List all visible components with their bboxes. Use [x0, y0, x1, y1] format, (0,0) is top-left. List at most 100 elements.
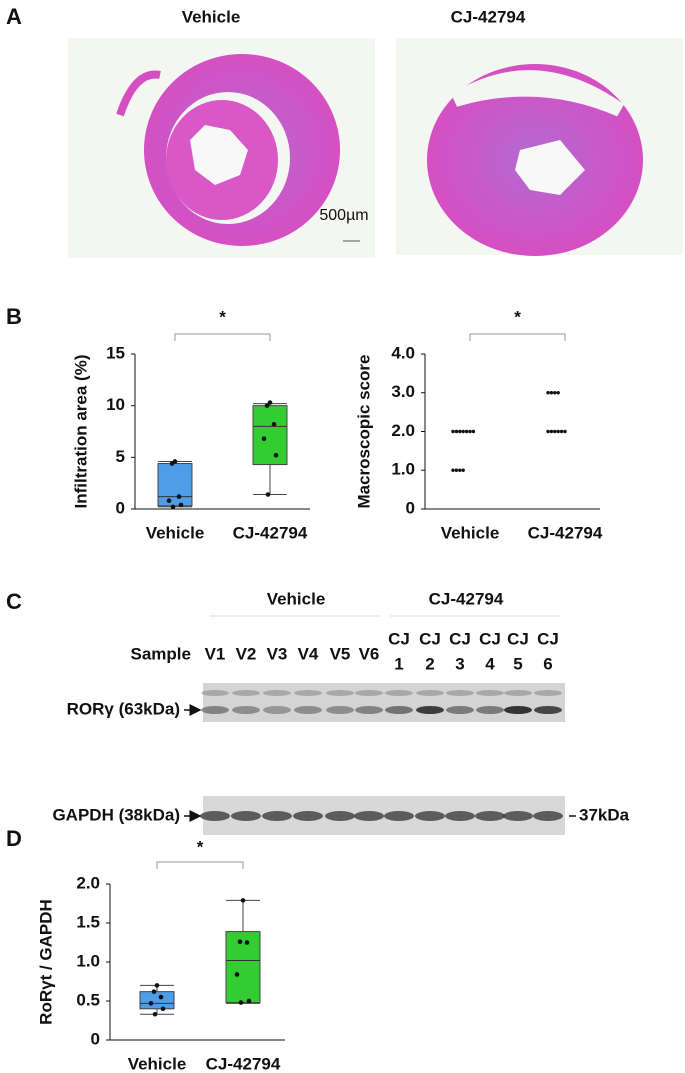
data-point [468, 429, 472, 434]
band [326, 706, 354, 714]
data-point [549, 391, 554, 395]
box [139, 991, 175, 1010]
data-point [451, 468, 455, 472]
band [355, 706, 383, 714]
panel-letter: D [6, 826, 22, 851]
y-axis-title: Infiltration area (%) [71, 355, 90, 509]
sample-label: CJ [479, 629, 501, 648]
data-point [237, 939, 243, 945]
data-point [234, 972, 240, 977]
y-tick-label: 2.0 [391, 421, 415, 440]
sample-label: V3 [267, 644, 288, 663]
data-point [154, 983, 160, 988]
significance: * [197, 837, 204, 856]
band [504, 706, 532, 714]
y-tick-label: 1.0 [76, 951, 100, 970]
y-tick-label: 10 [106, 395, 125, 414]
x-tick-label: CJ-42794 [528, 523, 603, 542]
band [446, 706, 474, 714]
band [201, 706, 229, 714]
band [534, 690, 562, 696]
group-label: Vehicle [267, 589, 326, 608]
sample-label: V4 [298, 644, 319, 663]
data-point [454, 429, 459, 434]
blot [200, 796, 565, 835]
data-point [556, 429, 560, 434]
image-label: Vehicle [182, 7, 241, 26]
y-tick-label: 1.5 [76, 912, 100, 931]
panel-letter: B [6, 304, 22, 329]
band [445, 811, 475, 821]
data-point [458, 468, 462, 472]
sample-label: 4 [485, 654, 495, 673]
x-tick-label: CJ-42794 [206, 1054, 281, 1073]
blot-label: GAPDH (38kDa) [52, 805, 180, 824]
data-point [458, 429, 462, 434]
panel-letter: A [6, 4, 22, 29]
band [385, 690, 413, 696]
band [415, 811, 445, 821]
band [263, 706, 291, 714]
y-tick-label: 0 [406, 498, 415, 517]
data-point [451, 429, 455, 434]
data-point [471, 429, 476, 434]
y-axis-title: Macroscopic score [354, 354, 373, 508]
y-tick-label: 0 [116, 498, 125, 517]
band [294, 706, 322, 714]
blot-label: RORγ (63kDa) [67, 699, 180, 718]
y-axis-title: RoRγt / GAPDH [36, 899, 55, 1025]
histology-image [396, 38, 683, 256]
data-point [152, 1011, 158, 1017]
band [231, 811, 261, 821]
band [326, 690, 354, 696]
data-point [169, 461, 175, 466]
data-point [261, 436, 267, 442]
y-tick-label: 15 [106, 343, 125, 362]
band [476, 690, 504, 696]
band [355, 690, 383, 696]
band [446, 690, 474, 696]
data-point [238, 1000, 244, 1005]
box [252, 405, 288, 466]
sample-label: CJ [388, 629, 410, 648]
data-point [264, 403, 270, 408]
histology-image [68, 38, 375, 258]
blot [201, 683, 565, 722]
data-point [461, 468, 465, 472]
band [476, 706, 504, 714]
sample-label: 1 [394, 654, 403, 673]
data-point [563, 429, 567, 434]
bracket [156, 861, 244, 869]
data-point [454, 468, 459, 472]
data-point [271, 421, 277, 427]
data-point [151, 989, 157, 994]
sample-label: V5 [330, 644, 351, 663]
data-point [267, 400, 273, 405]
band [504, 690, 532, 696]
data-point [148, 1001, 154, 1006]
data-point [158, 994, 164, 1000]
data-point [553, 429, 557, 434]
data-point [166, 498, 172, 504]
y-tick-label: 0.5 [76, 990, 100, 1009]
data-point [244, 940, 250, 945]
sample-label: V1 [205, 644, 226, 663]
data-point [546, 391, 550, 395]
band [385, 706, 413, 714]
band [294, 690, 322, 696]
x-tick-label: CJ-42794 [233, 523, 308, 542]
significance: * [219, 307, 226, 326]
size-marker: 37kDa [579, 805, 630, 824]
panel-letter: C [6, 589, 22, 614]
band [503, 811, 533, 821]
box [157, 463, 193, 507]
x-tick-label: Vehicle [128, 1054, 187, 1073]
x-tick-label: Vehicle [146, 523, 205, 542]
band [354, 811, 384, 821]
band [262, 811, 292, 821]
data-point [176, 494, 182, 499]
data-point [246, 998, 252, 1004]
data-point [559, 429, 564, 434]
data-point [178, 502, 184, 508]
